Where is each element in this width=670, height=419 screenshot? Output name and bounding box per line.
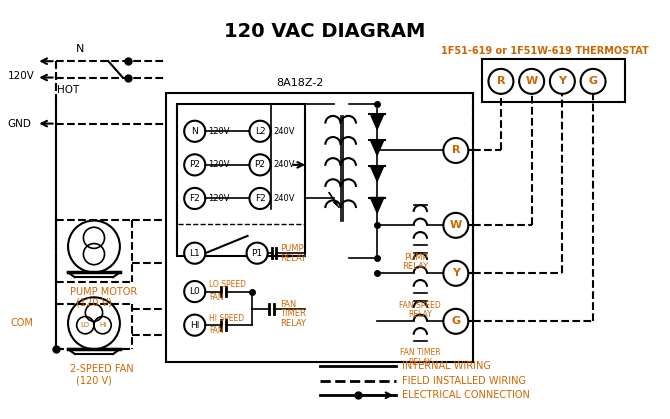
Circle shape: [249, 154, 271, 176]
Text: (120 V): (120 V): [76, 376, 112, 386]
Text: HOT: HOT: [58, 85, 80, 95]
Text: FAN: FAN: [280, 300, 296, 308]
Bar: [166, 93, 473, 362]
Text: R: R: [496, 76, 505, 86]
Bar: [178, 104, 305, 256]
Text: FIELD INSTALLED WIRING: FIELD INSTALLED WIRING: [402, 376, 526, 386]
Circle shape: [249, 121, 271, 142]
Text: L2: L2: [255, 127, 265, 136]
Circle shape: [550, 69, 575, 94]
Text: P1: P1: [251, 248, 263, 258]
Text: N: N: [76, 44, 84, 54]
Text: 240V: 240V: [273, 127, 295, 136]
Text: GND: GND: [7, 119, 31, 129]
Text: W: W: [525, 76, 538, 86]
Circle shape: [184, 243, 205, 264]
Text: G: G: [452, 316, 460, 326]
Text: INTERNAL WIRING: INTERNAL WIRING: [402, 362, 491, 371]
Text: F2: F2: [190, 194, 200, 203]
Text: COM: COM: [11, 318, 34, 328]
Text: FAN: FAN: [209, 326, 224, 336]
Text: Y: Y: [452, 268, 460, 278]
Circle shape: [184, 154, 205, 176]
Text: N: N: [192, 127, 198, 136]
Circle shape: [68, 220, 120, 272]
Bar: [482, 59, 624, 103]
Text: 240V: 240V: [273, 160, 295, 169]
Text: RELAY: RELAY: [409, 310, 432, 319]
Text: 120V: 120V: [208, 160, 230, 169]
Text: 120V: 120V: [208, 194, 230, 203]
Text: PUMP MOTOR: PUMP MOTOR: [70, 287, 137, 297]
Circle shape: [247, 243, 268, 264]
Text: P2: P2: [189, 160, 200, 169]
Text: LO SPEED: LO SPEED: [209, 280, 246, 290]
Text: TIMER: TIMER: [280, 309, 306, 318]
Text: F2: F2: [255, 194, 265, 203]
Text: L1: L1: [190, 248, 200, 258]
Text: 120V: 120V: [208, 127, 230, 136]
Text: ELECTRICAL CONNECTION: ELECTRICAL CONNECTION: [402, 390, 530, 400]
Text: RELAY: RELAY: [280, 319, 306, 328]
Circle shape: [444, 261, 468, 286]
Text: 120 VAC DIAGRAM: 120 VAC DIAGRAM: [224, 22, 425, 41]
Text: Y: Y: [558, 76, 566, 86]
Text: 8A18Z-2: 8A18Z-2: [277, 78, 324, 88]
Circle shape: [519, 69, 544, 94]
Text: HI: HI: [99, 322, 107, 328]
Text: 1F51-619 or 1F51W-619 THERMOSTAT: 1F51-619 or 1F51W-619 THERMOSTAT: [442, 47, 649, 57]
Text: RELAY: RELAY: [409, 358, 432, 367]
Circle shape: [184, 281, 205, 302]
Text: PUMP: PUMP: [280, 244, 304, 253]
Circle shape: [444, 213, 468, 238]
Text: RELAY: RELAY: [403, 262, 429, 271]
Polygon shape: [371, 114, 384, 129]
Text: (120 V): (120 V): [76, 297, 112, 307]
Circle shape: [444, 309, 468, 334]
Circle shape: [444, 138, 468, 163]
Circle shape: [488, 69, 513, 94]
Text: R: R: [452, 145, 460, 155]
Text: FAN TIMER: FAN TIMER: [400, 349, 441, 357]
Polygon shape: [371, 197, 384, 213]
Circle shape: [581, 69, 606, 94]
Text: 2-SPEED FAN: 2-SPEED FAN: [70, 364, 133, 374]
Text: HI SPEED: HI SPEED: [209, 314, 245, 323]
Text: W: W: [450, 220, 462, 230]
Circle shape: [184, 188, 205, 209]
Circle shape: [184, 315, 205, 336]
Circle shape: [68, 297, 120, 349]
Polygon shape: [371, 140, 384, 155]
Text: FAN SPEED: FAN SPEED: [399, 300, 441, 310]
Circle shape: [184, 121, 205, 142]
Text: PUMP: PUMP: [404, 253, 427, 261]
Text: RELAY: RELAY: [280, 254, 306, 264]
Text: 120V: 120V: [7, 71, 34, 80]
Text: G: G: [588, 76, 598, 86]
Text: HI: HI: [190, 321, 200, 330]
Text: 240V: 240V: [273, 194, 295, 203]
Text: LO: LO: [81, 322, 90, 328]
Text: FAN: FAN: [209, 293, 224, 302]
Text: P2: P2: [255, 160, 265, 169]
Circle shape: [249, 188, 271, 209]
Text: L0: L0: [190, 287, 200, 296]
Polygon shape: [371, 166, 384, 181]
